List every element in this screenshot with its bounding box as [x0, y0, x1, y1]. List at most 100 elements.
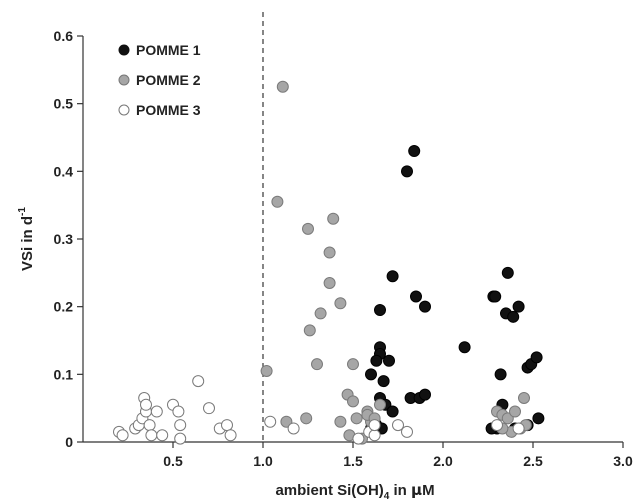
data-point-pomme-2: [334, 415, 347, 428]
x-tick-label: 1.5: [343, 453, 363, 469]
data-point-pomme-3: [264, 415, 277, 428]
data-point-pomme-3: [150, 405, 163, 418]
data-point-pomme-2: [350, 412, 363, 425]
data-point-pomme-3: [140, 398, 152, 411]
y-axis-title-superscript: -1: [17, 207, 28, 216]
data-point-pomme-3: [116, 429, 129, 442]
data-point-pomme-1: [408, 145, 421, 158]
data-point-pomme-2: [271, 195, 284, 208]
x-tick-label: 1.0: [253, 453, 273, 469]
data-point-pomme-3: [287, 422, 300, 435]
data-point-pomme-1: [530, 351, 543, 364]
legend-label-pomme-1: POMME 1: [136, 42, 201, 58]
y-axis-title-text: VSi in d: [19, 216, 36, 271]
data-point-pomme-1: [532, 412, 545, 425]
data-point-pomme-2: [303, 324, 316, 337]
data-point-pomme-1: [386, 270, 399, 283]
data-point-pomme-3: [145, 429, 158, 442]
data-point-pomme-1: [401, 165, 413, 178]
data-point-pomme-2: [374, 398, 386, 411]
data-point-pomme-1: [494, 368, 507, 381]
data-point-pomme-3: [172, 405, 185, 418]
data-point-pomme-2: [518, 392, 530, 405]
x-axis-title-text: ambient Si(OH): [275, 482, 383, 499]
data-point-pomme-3: [401, 425, 413, 438]
data-point-pomme-3: [221, 419, 233, 432]
legend-item-pomme-1: POMME 1: [118, 42, 201, 58]
x-axis-title: ambient Si(OH)4 in µM: [275, 481, 434, 500]
x-axis-title-mu: µ: [411, 481, 422, 499]
data-point-pomme-2: [314, 307, 327, 320]
data-point-pomme-2: [311, 358, 323, 371]
data-point-pomme-1: [374, 304, 386, 317]
data-point-pomme-3: [368, 419, 381, 432]
data-point-pomme-3: [174, 432, 187, 445]
data-point-pomme-2: [302, 222, 314, 235]
data-point-pomme-1: [370, 354, 383, 367]
legend: POMME 1 POMME 2 POMME 3: [118, 42, 201, 118]
data-point-pomme-1: [458, 341, 471, 354]
data-point-pomme-3: [491, 419, 503, 432]
plot-area: 0.5 1.0 1.5 2.0 2.5 3.0 0 0.1 0.2 0.3 0.4 0.5 0.6: [54, 12, 633, 469]
data-point-pomme-1: [383, 354, 395, 367]
y-axis-title: VSi in d-1: [17, 207, 36, 271]
x-tick-label: 0.5: [163, 453, 183, 469]
data-point-pomme-2: [347, 358, 359, 371]
data-point-pomme-3: [174, 419, 187, 432]
axis-ticks: 0.5 1.0 1.5 2.0 2.5 3.0 0 0.1 0.2 0.3 0.4 0.5 0.6: [54, 28, 633, 469]
y-tick-label: 0: [65, 434, 73, 450]
x-axis-title-unit: M: [422, 482, 435, 499]
data-point-pomme-3: [203, 402, 215, 415]
series-pomme-3: [113, 375, 525, 445]
data-point-pomme-2: [334, 297, 347, 310]
data-point-pomme-1: [365, 368, 377, 381]
data-point-pomme-2: [300, 412, 313, 425]
data-point-pomme-2: [347, 395, 359, 408]
data-point-pomme-1: [419, 388, 431, 401]
data-point-pomme-1: [507, 310, 520, 323]
data-point-pomme-3: [192, 375, 205, 388]
data-point-pomme-2: [260, 364, 273, 377]
x-tick-label: 2.0: [433, 453, 453, 469]
data-points: [113, 80, 545, 445]
legend-marker-pomme-3: [118, 104, 130, 116]
data-point-pomme-1: [512, 300, 525, 313]
y-tick-label: 0.5: [54, 96, 74, 112]
data-point-pomme-2: [509, 405, 521, 418]
legend-label-pomme-2: POMME 2: [136, 72, 201, 88]
series-pomme-2: [260, 80, 532, 445]
x-tick-label: 3.0: [613, 453, 633, 469]
y-tick-label: 0.4: [54, 163, 74, 179]
data-point-pomme-1: [377, 375, 390, 388]
legend-item-pomme-3: POMME 3: [118, 102, 201, 118]
series-pomme-1: [365, 145, 545, 435]
data-point-pomme-1: [386, 405, 399, 418]
data-point-pomme-2: [323, 276, 336, 289]
legend-marker-pomme-1: [118, 44, 130, 56]
data-point-pomme-3: [352, 432, 365, 445]
legend-marker-pomme-2: [118, 74, 130, 86]
x-tick-label: 2.5: [523, 453, 543, 469]
legend-label-pomme-3: POMME 3: [136, 102, 201, 118]
data-point-pomme-3: [368, 429, 381, 442]
legend-item-pomme-2: POMME 2: [118, 72, 201, 88]
data-point-pomme-2: [323, 246, 336, 259]
x-axis-title-text-2: in: [389, 482, 411, 499]
y-tick-label: 0.2: [54, 299, 74, 315]
data-point-pomme-3: [392, 419, 404, 432]
data-point-pomme-3: [224, 429, 237, 442]
data-point-pomme-1: [489, 290, 502, 303]
data-point-pomme-1: [501, 266, 514, 279]
y-tick-label: 0.3: [54, 231, 74, 247]
data-point-pomme-2: [327, 212, 340, 225]
data-point-pomme-1: [410, 290, 422, 303]
data-point-pomme-3: [143, 419, 156, 432]
data-point-pomme-3: [512, 422, 525, 435]
data-point-pomme-1: [419, 300, 431, 313]
x-axis-title-subscript: 4: [384, 491, 390, 500]
data-point-pomme-2: [276, 80, 289, 93]
y-tick-label: 0.1: [54, 366, 74, 382]
data-point-pomme-3: [156, 429, 169, 442]
y-tick-label: 0.6: [54, 28, 74, 44]
